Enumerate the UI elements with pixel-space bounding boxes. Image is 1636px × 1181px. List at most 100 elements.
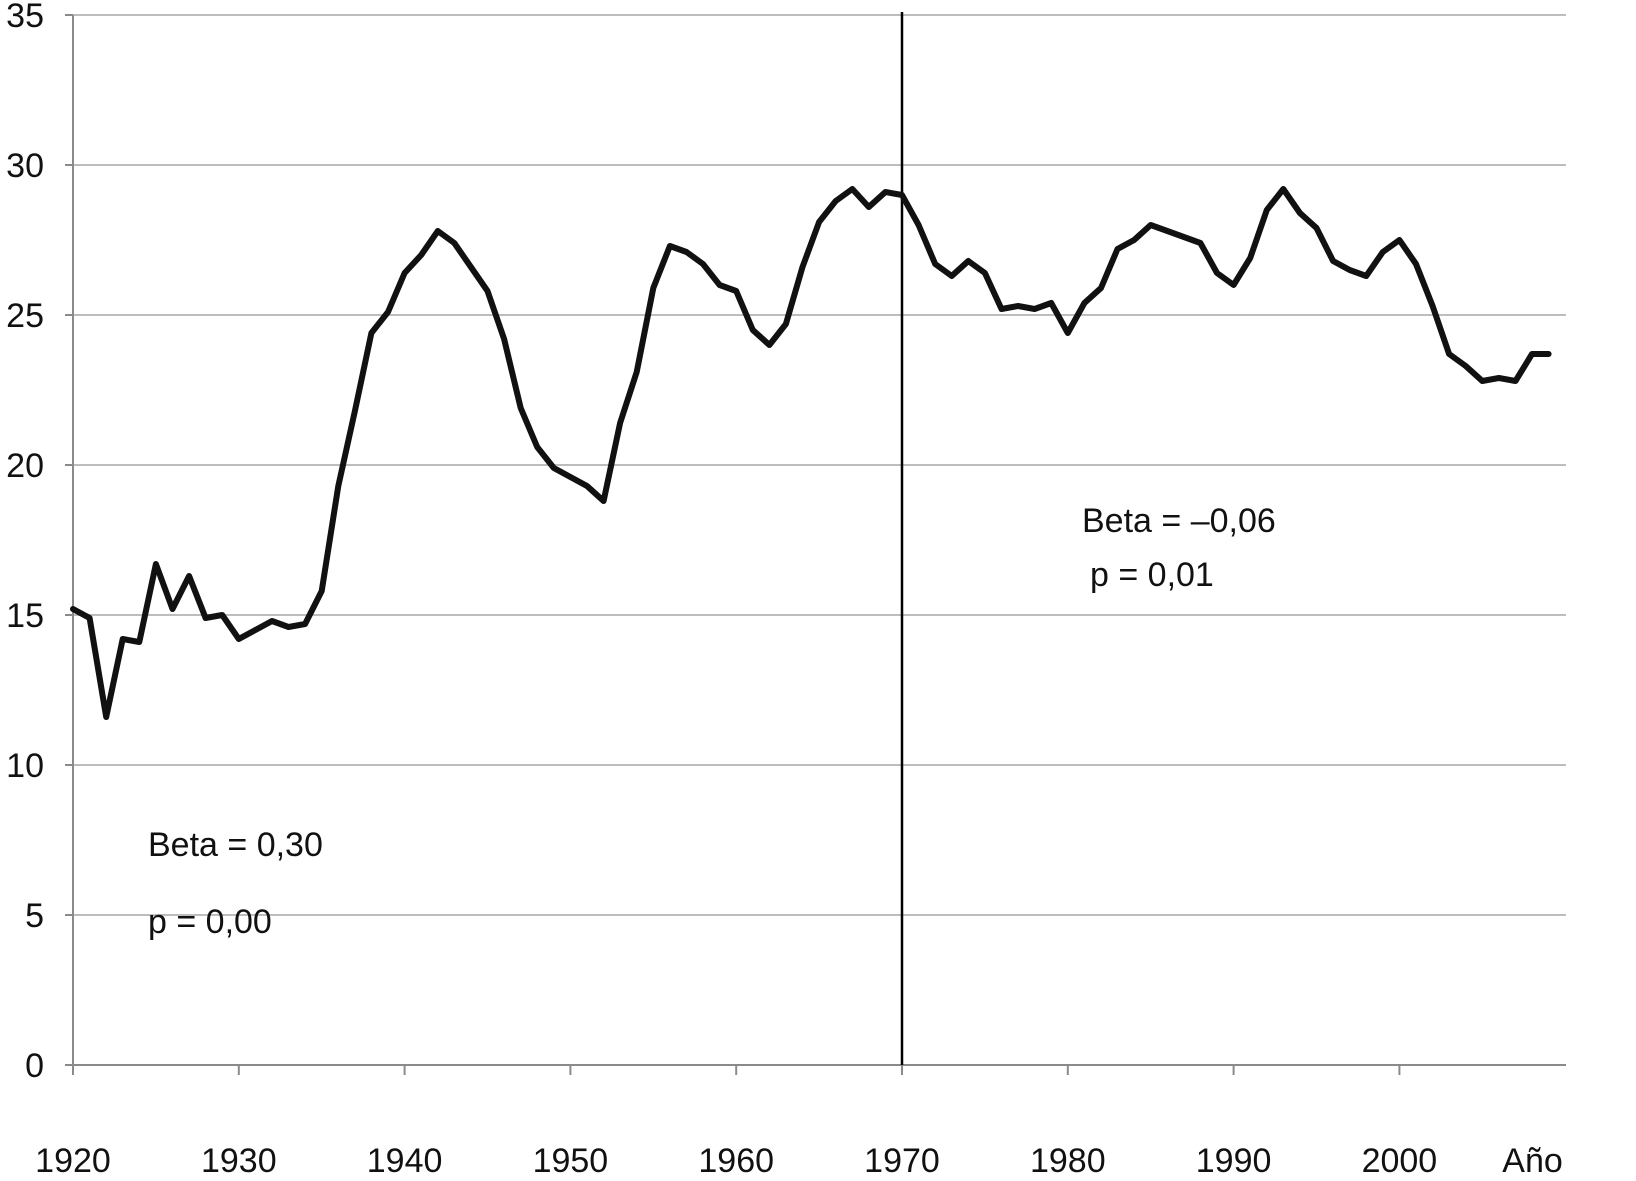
x-tick-label-1990: 1990 (1196, 1142, 1272, 1180)
data-point-1941 (419, 253, 424, 258)
data-point-1934 (303, 622, 308, 627)
data-point-1959 (717, 283, 722, 288)
data-point-1972 (933, 262, 938, 267)
y-tick-label-35: 35 (6, 0, 44, 35)
x-tick-label-1950: 1950 (533, 1142, 609, 1180)
data-point-2009 (1546, 352, 1551, 357)
x-tick-labels: 1920 1930 1940 1950 1960 1970 1980 1990 2000 (35, 1142, 1437, 1180)
data-point-1948 (535, 445, 540, 450)
data-point-1938 (369, 331, 374, 336)
data-point-1996 (1331, 259, 1336, 264)
y-tick-label-30: 30 (6, 147, 44, 185)
data-point-1926 (170, 607, 175, 612)
y-tick-label-15: 15 (6, 597, 44, 635)
y-tick-label-0: 0 (25, 1047, 44, 1085)
data-point-2003 (1447, 352, 1452, 357)
data-point-1985 (1148, 223, 1153, 228)
data-point-1954 (634, 370, 639, 375)
axes (65, 14, 1566, 1075)
y-tick-label-20: 20 (6, 447, 44, 485)
data-point-1958 (701, 262, 706, 267)
data-point-1922 (104, 715, 109, 720)
data-point-1923 (120, 637, 125, 642)
data-point-1973 (949, 274, 954, 279)
data-point-1961 (750, 328, 755, 333)
data-point-2006 (1496, 376, 1501, 381)
data-point-1929 (220, 613, 225, 618)
data-point-1989 (1215, 271, 1220, 276)
data-point-1924 (137, 640, 142, 645)
x-axis-label: Año (1502, 1142, 1563, 1180)
data-point-1979 (1049, 301, 1054, 306)
data-point-1927 (187, 574, 192, 579)
data-point-1925 (153, 562, 158, 567)
data-point-1965 (817, 220, 822, 225)
data-point-1932 (269, 619, 274, 624)
data-point-1945 (485, 289, 490, 294)
data-point-1936 (336, 484, 341, 489)
x-tick-label-1940: 1940 (367, 1142, 443, 1180)
y-tick-label-10: 10 (6, 747, 44, 785)
data-point-1956 (667, 244, 672, 249)
data-point-1921 (87, 616, 92, 621)
data-point-1975 (982, 271, 987, 276)
data-point-1946 (502, 337, 507, 342)
data-point-1942 (435, 229, 440, 234)
data-point-1967 (850, 187, 855, 192)
data-point-1937 (352, 409, 357, 414)
data-point-1930 (236, 637, 241, 642)
data-point-1971 (916, 223, 921, 228)
data-point-1986 (1165, 229, 1170, 234)
data-point-1974 (966, 259, 971, 264)
data-point-1951 (584, 484, 589, 489)
data-point-1935 (319, 589, 324, 594)
data-point-2007 (1513, 379, 1518, 384)
x-tick-label-1960: 1960 (698, 1142, 774, 1180)
y-tick-labels: 0 5 10 15 20 25 30 35 (6, 0, 44, 1085)
data-point-1984 (1132, 238, 1137, 243)
data-point-1920 (71, 607, 76, 612)
x-tick-label-1980: 1980 (1030, 1142, 1106, 1180)
data-point-1963 (783, 322, 788, 327)
data-points (71, 187, 1552, 720)
data-point-1983 (1115, 247, 1120, 252)
data-point-2008 (1530, 352, 1535, 357)
gridlines (73, 14, 1566, 916)
data-point-1987 (1181, 235, 1186, 240)
data-point-2001 (1413, 262, 1418, 267)
data-point-1981 (1082, 301, 1087, 306)
data-point-1969 (883, 190, 888, 195)
x-tick-label-1930: 1930 (201, 1142, 277, 1180)
data-point-1992 (1264, 208, 1269, 213)
data-point-2000 (1397, 238, 1402, 243)
data-point-1966 (833, 199, 838, 204)
data-point-2002 (1430, 304, 1435, 309)
data-point-1990 (1231, 283, 1236, 288)
data-point-1994 (1297, 211, 1302, 216)
data-point-1999 (1380, 250, 1385, 255)
y-tick-label-25: 25 (6, 297, 44, 335)
data-point-1962 (767, 343, 772, 348)
data-point-1939 (386, 310, 391, 315)
data-point-1931 (253, 628, 258, 633)
data-point-1978 (1032, 307, 1037, 312)
data-point-1928 (203, 616, 208, 621)
data-point-1993 (1281, 187, 1286, 192)
data-point-1960 (734, 289, 739, 294)
data-point-1976 (999, 307, 1004, 312)
data-point-1952 (601, 499, 606, 504)
data-point-1982 (1098, 286, 1103, 291)
data-point-1980 (1065, 331, 1070, 336)
data-point-1968 (866, 205, 871, 210)
data-point-1940 (402, 271, 407, 276)
y-tick-label-5: 5 (25, 897, 44, 935)
annotation-right-beta: Beta = –0,06 (1082, 502, 1276, 540)
data-point-1953 (618, 421, 623, 426)
annotation-left-beta: Beta = 0,30 (148, 826, 323, 864)
x-tick-label-1920: 1920 (35, 1142, 111, 1180)
data-point-1933 (286, 625, 291, 630)
data-point-1955 (651, 286, 656, 291)
data-point-1944 (468, 265, 473, 270)
data-point-1995 (1314, 226, 1319, 231)
data-point-1964 (800, 265, 805, 270)
